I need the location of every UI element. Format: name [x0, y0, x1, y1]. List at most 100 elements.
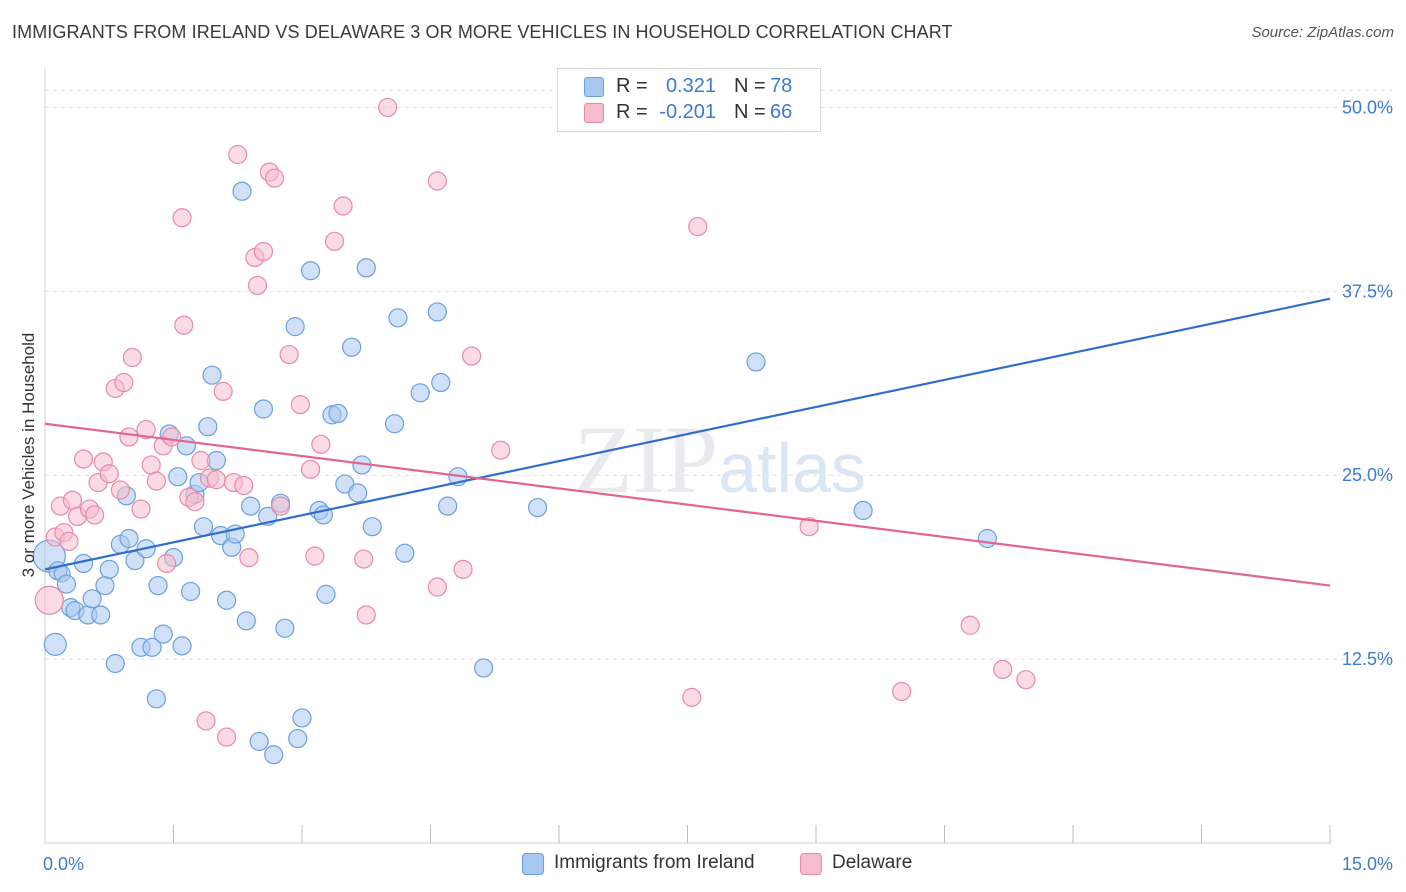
y-tick-label: 12.5%: [1342, 649, 1393, 669]
point-ireland: [56, 574, 77, 594]
point-ireland: [241, 496, 261, 516]
point-ireland: [253, 399, 274, 419]
blue-swatch: [522, 853, 544, 875]
point-delaware: [311, 434, 331, 454]
chart-title: IMMIGRANTS FROM IRELAND VS DELAWARE 3 OR…: [12, 22, 953, 42]
r-value: 0.321: [665, 75, 716, 97]
point-ireland: [853, 500, 873, 521]
point-delaware: [234, 475, 254, 496]
point-ireland: [746, 352, 766, 372]
point-delaware: [682, 687, 702, 707]
point-delaware: [491, 440, 511, 460]
y-tick-label: 25.0%: [1342, 465, 1393, 485]
trend-line-ireland: [44, 297, 1331, 571]
point-delaware: [799, 517, 819, 537]
trend-line-delaware: [44, 422, 1331, 587]
point-ireland: [168, 467, 188, 487]
point-ireland: [153, 624, 173, 644]
data-points: [32, 97, 1036, 765]
legend-label: Delaware: [832, 852, 913, 873]
point-ireland: [105, 653, 125, 674]
point-delaware: [1016, 670, 1036, 690]
point-delaware: [462, 346, 482, 366]
legend-label: Immigrants from Ireland: [554, 852, 755, 873]
point-ireland: [146, 689, 166, 709]
point-delaware: [279, 344, 299, 365]
n-value: 66: [770, 101, 793, 123]
trend-lines: [44, 297, 1331, 587]
blue-swatch: [584, 77, 604, 97]
point-ireland: [119, 528, 139, 549]
point-delaware: [110, 480, 130, 500]
point-delaware: [185, 492, 205, 512]
point-delaware: [427, 171, 447, 191]
point-delaware: [146, 471, 166, 491]
point-delaware: [141, 455, 161, 475]
point-ireland: [202, 365, 222, 385]
point-delaware: [300, 459, 321, 479]
point-ireland: [395, 543, 415, 563]
n-value: 78: [770, 75, 793, 97]
point-delaware: [73, 449, 94, 469]
point-ireland: [328, 403, 348, 424]
point-ireland: [427, 302, 447, 322]
y-axis-label: 3 or more Vehicles in Household: [19, 333, 38, 578]
point-delaware: [290, 394, 310, 415]
r-value: -0.201: [659, 101, 716, 123]
point-ireland: [431, 372, 451, 393]
r-label: R =: [616, 101, 648, 123]
point-delaware: [34, 585, 64, 615]
point-delaware: [114, 372, 134, 393]
point-delaware: [172, 208, 192, 228]
point-ireland: [236, 611, 256, 631]
point-delaware: [162, 427, 182, 447]
point-ireland: [82, 589, 102, 609]
point-ireland: [249, 731, 269, 752]
point-ireland: [172, 636, 192, 656]
point-delaware: [213, 381, 233, 401]
point-delaware: [264, 168, 285, 188]
point-ireland: [438, 496, 458, 516]
source-credit: Source: ZipAtlas.com: [1251, 24, 1394, 41]
point-delaware: [62, 490, 83, 510]
pink-swatch: [584, 103, 604, 123]
point-ireland: [342, 337, 362, 357]
point-ireland: [275, 618, 295, 638]
point-ireland: [193, 517, 214, 537]
n-label: N =: [734, 75, 766, 97]
point-delaware: [85, 505, 105, 525]
point-ireland: [148, 575, 168, 596]
point-ireland: [99, 559, 119, 579]
tick-labels: 12.5% 25.0% 37.5% 50.0% 0.0% 15.0%: [43, 97, 1393, 874]
point-delaware: [354, 549, 374, 569]
point-ireland: [142, 637, 162, 657]
point-delaware: [122, 347, 142, 368]
point-delaware: [206, 470, 226, 490]
point-ireland: [362, 517, 382, 537]
point-delaware: [131, 499, 151, 519]
point-ireland: [388, 308, 408, 328]
point-ireland: [181, 581, 201, 602]
point-delaware: [157, 553, 177, 574]
point-ireland: [348, 483, 368, 503]
point-ireland: [356, 258, 376, 278]
point-delaware: [217, 727, 237, 747]
x-tick-label: 0.0%: [43, 854, 84, 874]
r-label: R =: [616, 75, 648, 97]
point-delaware: [191, 450, 211, 471]
y-tick-label: 37.5%: [1342, 281, 1393, 301]
point-ireland: [95, 575, 115, 596]
point-delaware: [119, 427, 139, 447]
point-delaware: [228, 144, 248, 165]
point-delaware: [892, 681, 912, 702]
gridlines: [45, 89, 1392, 660]
point-delaware: [378, 97, 398, 118]
axes: [44, 68, 1331, 844]
point-ireland: [977, 528, 997, 549]
point-ireland: [410, 383, 430, 403]
point-delaware: [196, 711, 216, 731]
n-label: N =: [734, 101, 766, 123]
point-delaware: [136, 420, 156, 440]
point-ireland: [527, 497, 548, 518]
